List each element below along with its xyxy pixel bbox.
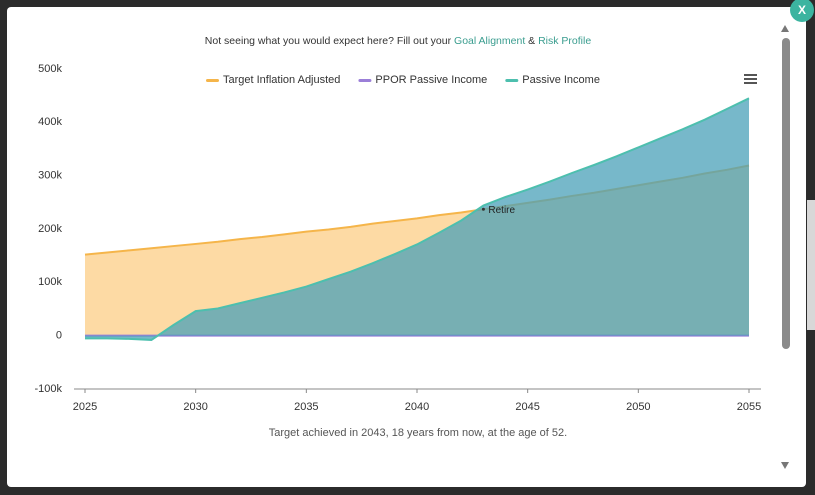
legend-swatch xyxy=(358,79,372,82)
scroll-down[interactable] xyxy=(781,462,789,469)
legend-swatch xyxy=(505,79,519,82)
close-circle[interactable] xyxy=(790,0,814,22)
series-line xyxy=(85,97,750,341)
close-label[interactable]: X xyxy=(798,3,806,17)
legend-label: Passive Income xyxy=(522,74,600,86)
y-tick-label: 100k xyxy=(38,276,62,288)
x-tick-label: 2025 xyxy=(73,401,97,413)
y-tick-label: 500k xyxy=(38,63,62,75)
menu-bar[interactable] xyxy=(744,78,757,80)
menu-icon[interactable] xyxy=(744,74,757,84)
x-tick-label: 2050 xyxy=(626,401,650,413)
y-tick-label: -100k xyxy=(34,383,62,395)
annotation-point xyxy=(481,207,485,211)
y-tick-label: 0 xyxy=(56,330,62,342)
x-tick-label: 2040 xyxy=(405,401,429,413)
menu-bar[interactable] xyxy=(744,74,757,76)
menu-bar[interactable] xyxy=(744,82,757,84)
close-button[interactable]: X xyxy=(790,0,814,22)
legend-label: PPOR Passive Income xyxy=(375,74,487,86)
legend-label: Target Inflation Adjusted xyxy=(223,74,340,86)
x-tick-label: 2035 xyxy=(294,401,318,413)
footnote: Target achieved in 2043, 18 years from n… xyxy=(269,427,567,439)
x-tick-label: 2055 xyxy=(737,401,761,413)
annotation: Retire xyxy=(488,205,515,216)
notice-text: & xyxy=(525,35,538,47)
y-tick-label: 400k xyxy=(38,116,62,128)
area-fill xyxy=(85,98,749,340)
y-tick-label: 200k xyxy=(38,223,62,235)
scroll-up[interactable] xyxy=(781,25,789,32)
goal-link[interactable]: Goal Alignment xyxy=(454,35,525,47)
x-tick-label: 2045 xyxy=(515,401,539,413)
legend-swatch xyxy=(206,79,219,82)
y-tick-label: 300k xyxy=(38,170,62,182)
notice-text: Not seeing what you would expect here? F… xyxy=(205,35,454,47)
notice: Not seeing what you would expect here? F… xyxy=(205,35,592,47)
x-tick-label: 2030 xyxy=(183,401,207,413)
risk-link[interactable]: Risk Profile xyxy=(538,35,591,47)
background-page xyxy=(807,200,815,330)
scrollbar-thumb[interactable] xyxy=(782,38,790,349)
